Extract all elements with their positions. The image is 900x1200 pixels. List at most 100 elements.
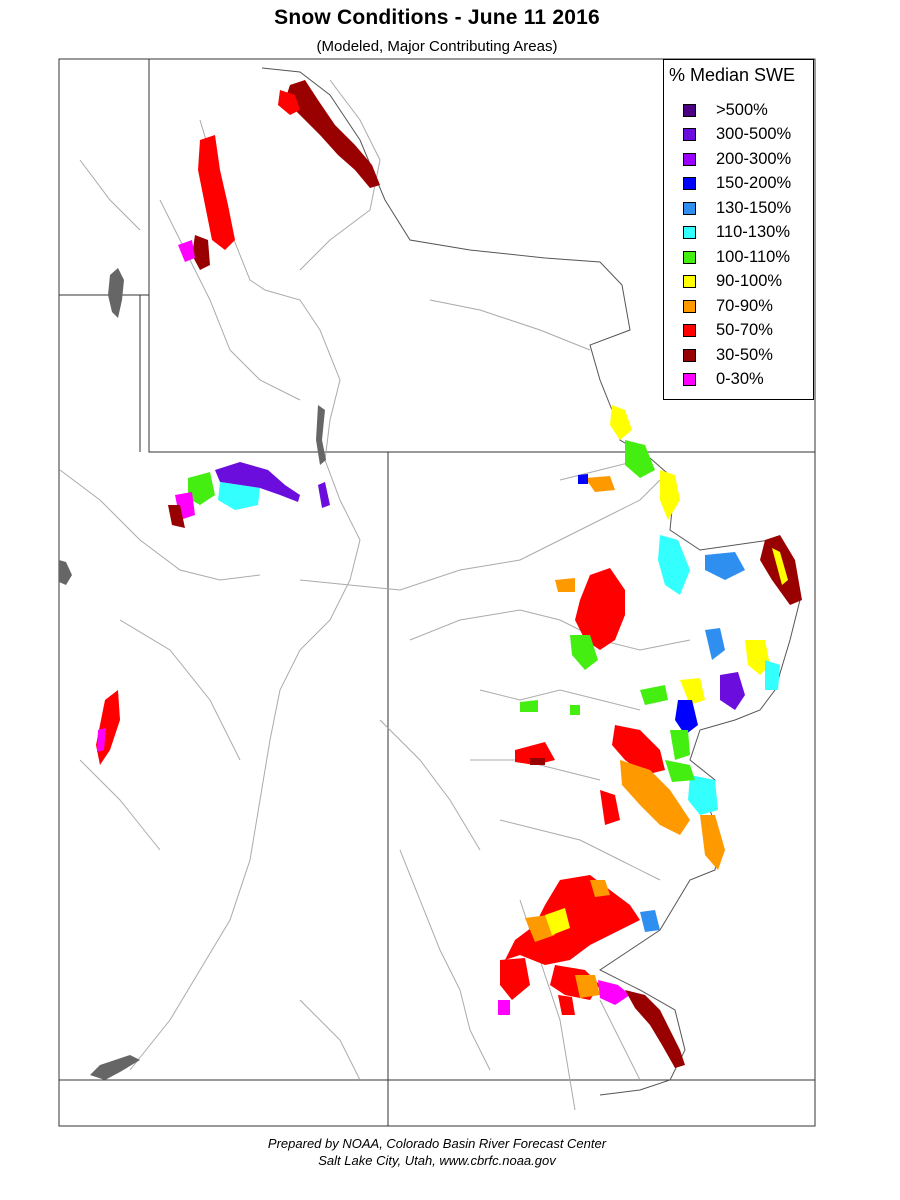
legend-label: 30-50% bbox=[716, 345, 773, 364]
legend-swatch bbox=[683, 373, 696, 387]
snow-area bbox=[670, 730, 690, 760]
snow-area bbox=[575, 568, 625, 650]
legend-item: 70-90% bbox=[683, 294, 791, 319]
legend-items: >500% 300-500% 200-300% 150-200% 130-150… bbox=[683, 98, 791, 392]
snow-area bbox=[680, 678, 705, 705]
legend-label: 150-200% bbox=[716, 174, 792, 193]
legend-item: 130-150% bbox=[683, 196, 791, 221]
snow-area bbox=[575, 975, 600, 998]
snow-area bbox=[178, 240, 195, 262]
legend-item: 300-500% bbox=[683, 123, 791, 148]
snow-area bbox=[705, 552, 745, 580]
legend-swatch bbox=[683, 275, 696, 289]
snow-area bbox=[318, 482, 330, 508]
snow-area bbox=[625, 990, 685, 1068]
legend-swatch bbox=[683, 201, 696, 215]
snow-area bbox=[688, 775, 718, 815]
legend-label: 110-130% bbox=[716, 223, 791, 242]
snow-area bbox=[555, 578, 575, 592]
legend-label: 300-500% bbox=[716, 125, 792, 144]
legend-label: 90-100% bbox=[716, 272, 783, 291]
legend-label: 50-70% bbox=[716, 321, 773, 340]
snow-areas bbox=[96, 80, 802, 1068]
legend-label: 130-150% bbox=[716, 198, 792, 217]
snow-area bbox=[745, 640, 770, 675]
snow-area bbox=[198, 135, 235, 250]
snow-area bbox=[640, 910, 660, 932]
snow-area bbox=[640, 685, 668, 705]
legend-label: 70-90% bbox=[716, 296, 773, 315]
legend-swatch bbox=[683, 299, 696, 313]
snow-area bbox=[505, 875, 640, 965]
legend-item: 110-130% bbox=[683, 221, 791, 246]
credit-line-1: Prepared by NOAA, Colorado Basin River F… bbox=[267, 1136, 607, 1151]
snow-area bbox=[215, 462, 300, 502]
legend-swatch bbox=[683, 226, 696, 240]
snow-area bbox=[530, 758, 545, 765]
map-frame bbox=[58, 58, 816, 1127]
snow-area bbox=[610, 405, 632, 440]
legend-swatch bbox=[683, 348, 696, 362]
legend-item: 30-50% bbox=[683, 343, 791, 368]
snow-area bbox=[218, 482, 260, 510]
snow-area bbox=[570, 705, 580, 715]
snow-area bbox=[612, 725, 665, 775]
snow-area bbox=[96, 690, 120, 765]
legend-swatch bbox=[683, 324, 696, 338]
legend-swatch bbox=[683, 152, 696, 166]
snow-area bbox=[598, 980, 630, 1005]
snow-area bbox=[700, 815, 725, 870]
snow-area bbox=[765, 660, 780, 690]
snow-area bbox=[590, 880, 610, 897]
legend-item: 50-70% bbox=[683, 319, 791, 344]
snow-area bbox=[545, 908, 570, 935]
snow-area bbox=[660, 810, 680, 825]
snow-area bbox=[772, 548, 788, 585]
snow-area bbox=[705, 628, 725, 660]
map-subtitle: (Modeled, Major Contributing Areas) bbox=[316, 38, 558, 55]
snow-area bbox=[558, 995, 575, 1015]
snow-area bbox=[500, 958, 530, 1000]
legend-label: 100-110% bbox=[716, 247, 791, 266]
legend-label: 0-30% bbox=[716, 370, 764, 389]
legend-item: >500% bbox=[683, 98, 791, 123]
snow-area bbox=[188, 472, 215, 505]
snow-area bbox=[570, 635, 598, 670]
snow-area bbox=[625, 440, 655, 478]
legend-item: 0-30% bbox=[683, 368, 791, 393]
legend-swatch bbox=[683, 177, 696, 191]
legend-item: 200-300% bbox=[683, 147, 791, 172]
state-boundaries bbox=[59, 59, 815, 1126]
legend-title: % Median SWE bbox=[669, 65, 796, 85]
snow-area bbox=[600, 790, 620, 825]
snow-area bbox=[675, 700, 698, 735]
legend-swatch bbox=[683, 250, 696, 264]
river-network bbox=[59, 79, 691, 1111]
legend-label: 200-300% bbox=[716, 149, 792, 168]
snow-area bbox=[578, 474, 588, 484]
map-title: Snow Conditions - June 11 2016 bbox=[274, 6, 600, 29]
snow-area bbox=[192, 235, 210, 270]
legend-swatch bbox=[683, 128, 696, 142]
legend-item: 90-100% bbox=[683, 270, 791, 295]
legend-swatch bbox=[683, 103, 696, 117]
legend-item: 150-200% bbox=[683, 172, 791, 197]
snow-area bbox=[278, 90, 300, 115]
snow-area bbox=[658, 535, 690, 595]
snow-area bbox=[720, 672, 745, 710]
legend-item: 100-110% bbox=[683, 245, 791, 270]
snow-area bbox=[585, 476, 615, 492]
snow-area bbox=[168, 505, 185, 528]
snow-area bbox=[520, 700, 538, 712]
snow-area bbox=[97, 728, 106, 752]
credit-line-2: Salt Lake City, Utah, www.cbrfc.noaa.gov bbox=[318, 1153, 556, 1168]
snow-area bbox=[665, 760, 695, 782]
snow-area bbox=[660, 470, 680, 520]
legend: % Median SWE >500% 300-500% 200-300% 150… bbox=[663, 59, 814, 400]
legend-label: >500% bbox=[716, 100, 768, 119]
water-bodies bbox=[59, 268, 326, 1080]
snow-area bbox=[498, 1000, 510, 1015]
snow-area bbox=[285, 80, 380, 188]
